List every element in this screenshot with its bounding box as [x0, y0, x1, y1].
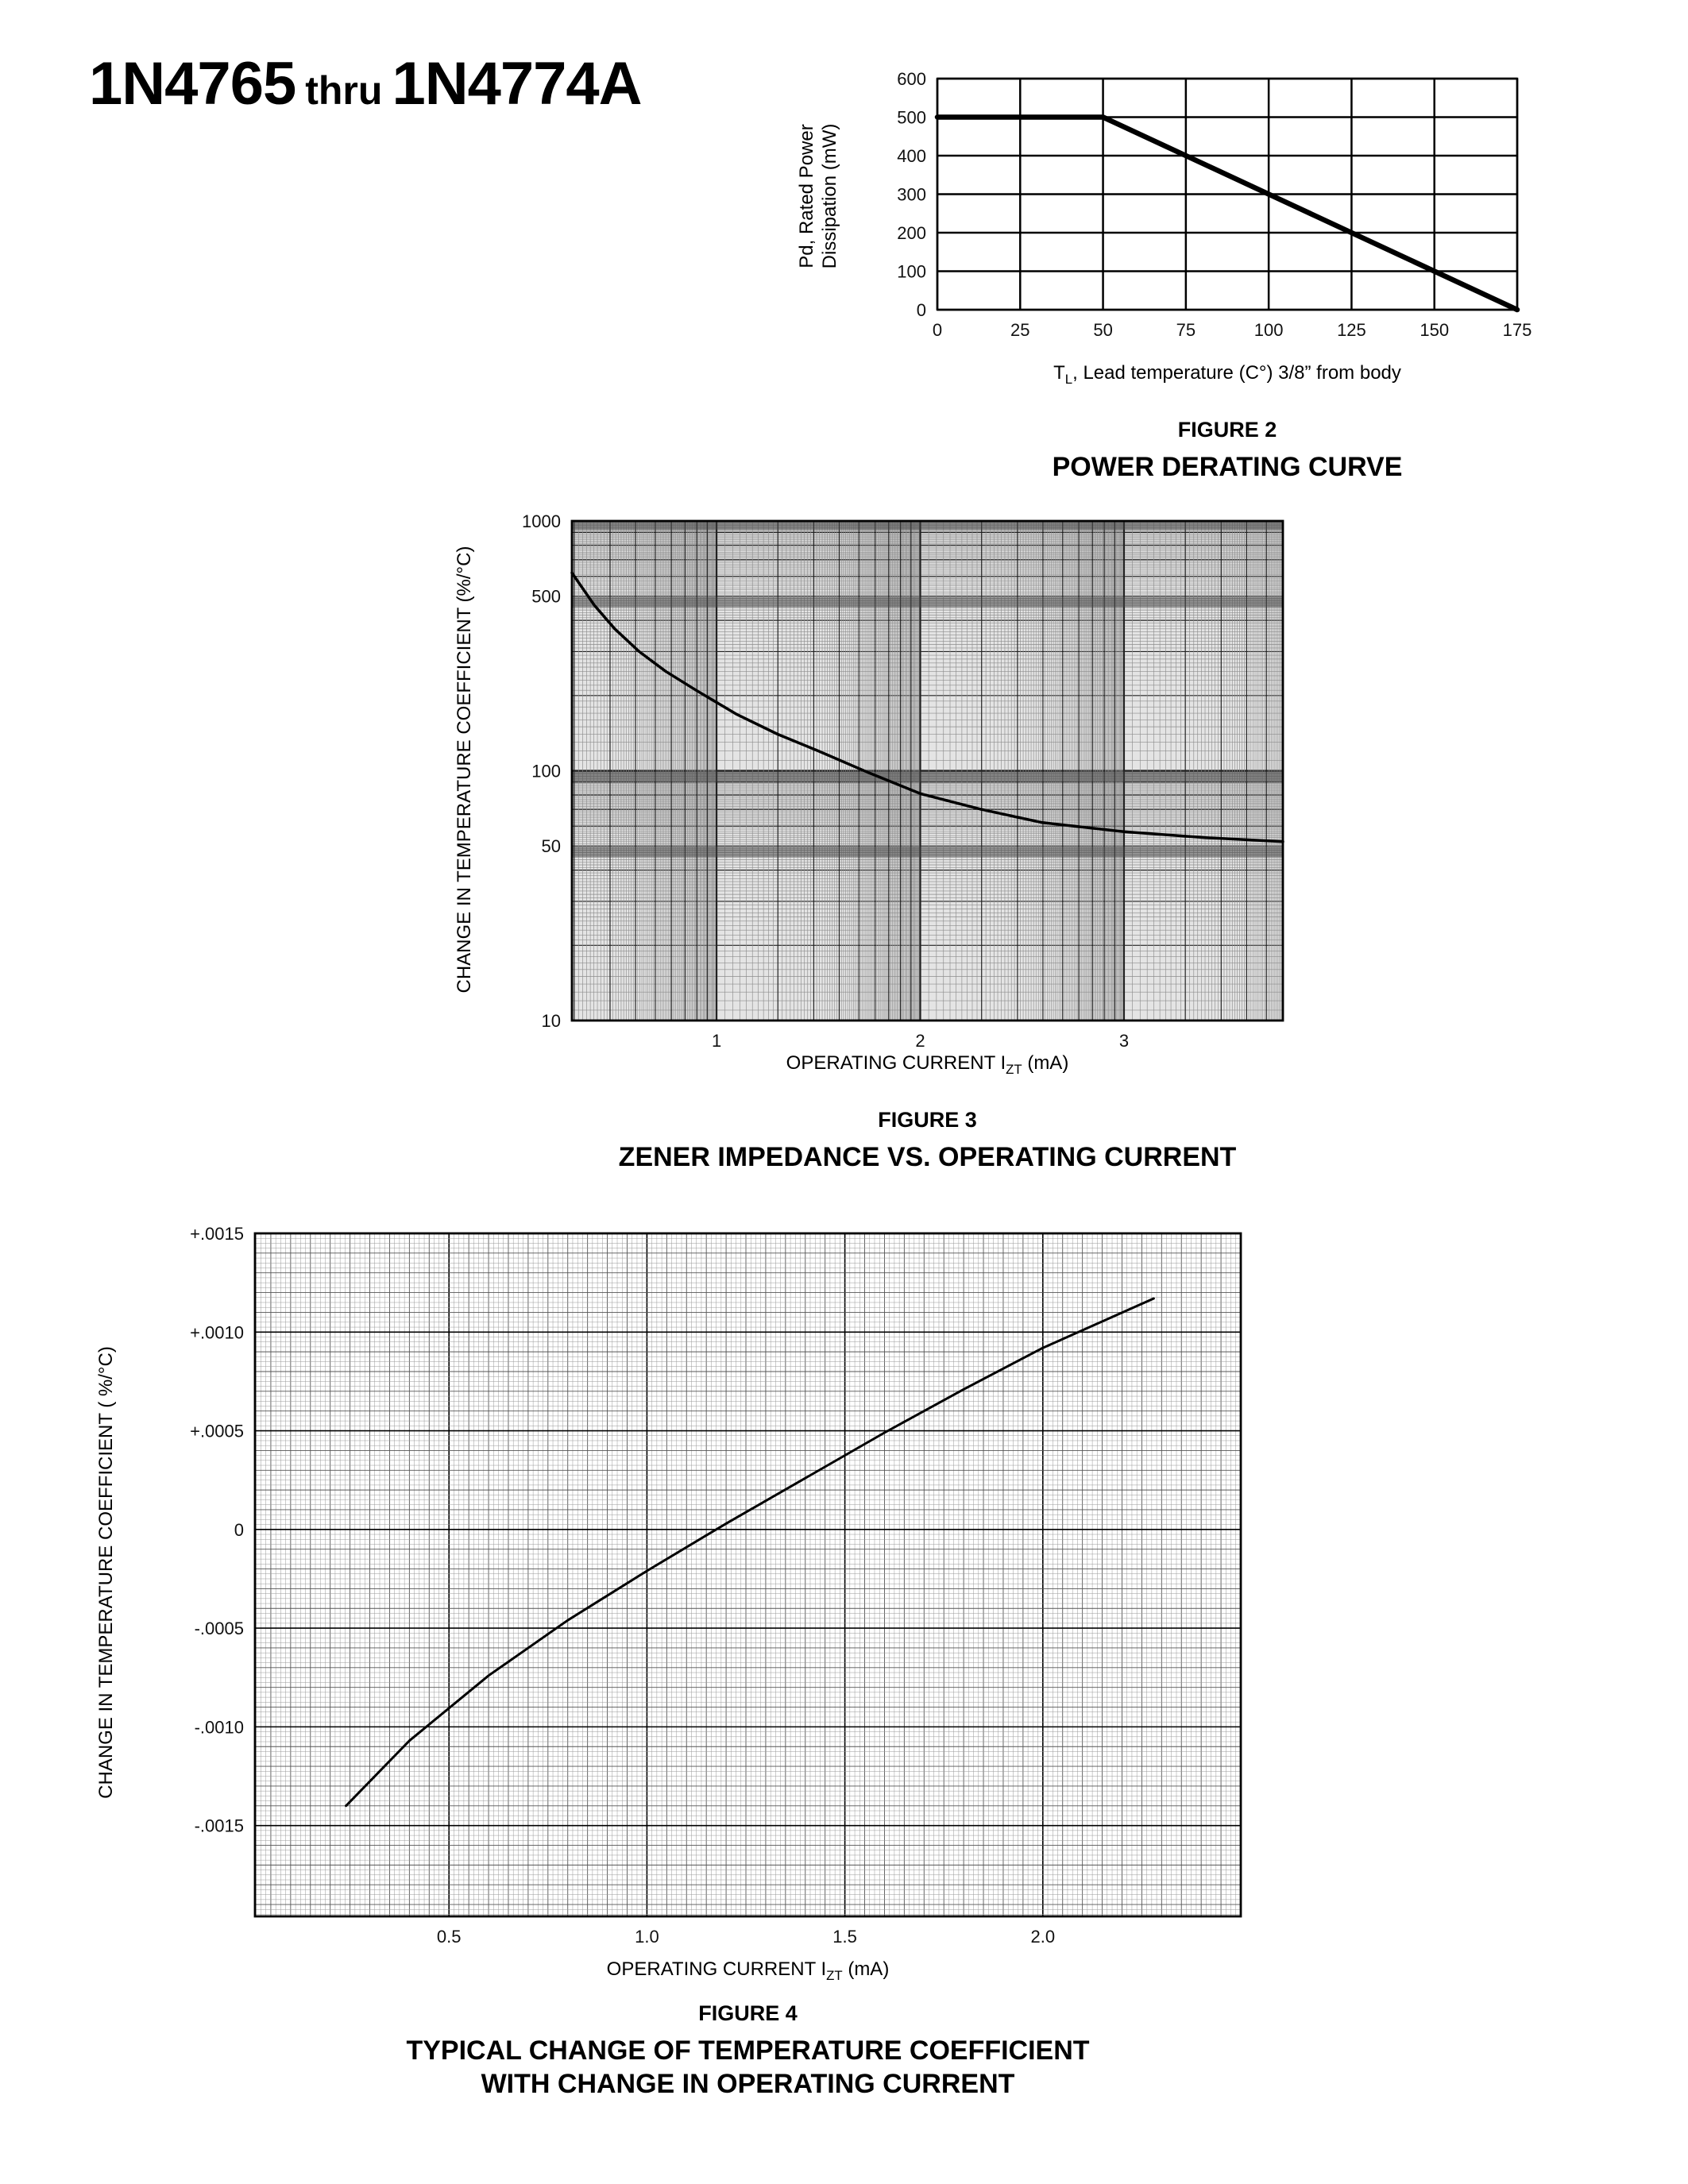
fig3-x-axis-label-prefix: OPERATING CURRENT I — [786, 1052, 1006, 1074]
svg-text:500: 500 — [897, 108, 926, 128]
fig4-x-axis-label: OPERATING CURRENT IZT (mA) — [255, 1958, 1241, 1984]
svg-text:2: 2 — [915, 1031, 925, 1051]
part-number-range-end: 1N4774A — [392, 50, 642, 118]
temp-coefficient-chart: 0.5 1.0 1.5 2.0 +.0015 +.0010 +.0005 0 -.0005 -.0… — [190, 1224, 1242, 1947]
zener-impedance-chart: 1 2 3 1000 500 100 50 10 — [522, 511, 1284, 1051]
fig2-x-axis-label-subscript: L — [1064, 371, 1073, 387]
svg-text:1.5: 1.5 — [832, 1927, 857, 1947]
fig2-title: POWER DERATING CURVE — [1052, 452, 1403, 482]
svg-text:3: 3 — [1119, 1031, 1129, 1051]
svg-text:0: 0 — [917, 300, 926, 320]
svg-text:200: 200 — [897, 223, 926, 243]
fig4-x-axis-label-prefix: OPERATING CURRENT I — [606, 1958, 827, 1980]
fig3-x-axis-label-subscript: ZT — [1006, 1061, 1022, 1077]
fig3-figure-label: FIGURE 3 — [878, 1108, 977, 1132]
svg-text:0: 0 — [234, 1520, 244, 1540]
fig4-x-axis-label-rest: (mA) — [842, 1958, 890, 1980]
fig4-x-axis-label-subscript: ZT — [826, 1967, 843, 1983]
svg-text:-.0005: -.0005 — [195, 1619, 244, 1638]
svg-text:600: 600 — [897, 69, 926, 89]
svg-text:-.0010: -.0010 — [195, 1717, 244, 1737]
svg-text:300: 300 — [897, 185, 926, 205]
svg-text:0.5: 0.5 — [437, 1927, 462, 1947]
page-title: 1N4765 thru 1N4774A — [89, 49, 643, 118]
fig4-title-line1: TYPICAL CHANGE OF TEMPERATURE COEFFICIEN… — [406, 2035, 1090, 2066]
svg-text:100: 100 — [1254, 320, 1284, 340]
svg-text:-.0015: -.0015 — [195, 1816, 244, 1836]
svg-text:100: 100 — [531, 762, 561, 781]
fig2-figure-label: FIGURE 2 — [1177, 418, 1277, 442]
svg-text:100: 100 — [897, 262, 926, 282]
fig2-caption: FIGURE 2 POWER DERATING CURVE — [937, 418, 1517, 484]
fig4-figure-label: FIGURE 4 — [698, 2001, 798, 2025]
fig2-y-axis-label-line1: Pd, Rated Power — [796, 124, 817, 268]
fig4-caption: FIGURE 4 TYPICAL CHANGE OF TEMPERATURE C… — [255, 2001, 1241, 2101]
fig3-x-axis-label: OPERATING CURRENT IZT (mA) — [572, 1052, 1283, 1078]
svg-text:1.0: 1.0 — [635, 1927, 659, 1947]
fig2-x-axis-label: TL, Lead temperature (C°) 3/8” from body — [858, 362, 1597, 388]
svg-text:+.0010: +.0010 — [190, 1322, 244, 1342]
svg-text:1000: 1000 — [522, 511, 561, 531]
fig2-y-axis-label: Pd, Rated Power Dissipation (mW) — [795, 53, 841, 339]
svg-text:50: 50 — [1093, 320, 1112, 340]
svg-text:2.0: 2.0 — [1031, 1927, 1056, 1947]
svg-text:500: 500 — [531, 587, 561, 607]
svg-text:75: 75 — [1176, 320, 1196, 340]
fig2-x-axis-label-rest: , Lead temperature (C°) 3/8” from body — [1072, 362, 1401, 384]
svg-text:50: 50 — [542, 836, 561, 856]
svg-text:25: 25 — [1010, 320, 1029, 340]
fig3-x-axis-label-rest: (mA) — [1022, 1052, 1069, 1074]
fig2-x-axis-label-prefix: T — [1053, 362, 1065, 384]
svg-text:+.0015: +.0015 — [190, 1224, 244, 1244]
part-number-range-start: 1N4765 — [89, 50, 296, 118]
fig4-y-axis-label: CHANGE IN TEMPERATURE COEFFICIENT ( %/°C… — [95, 1346, 117, 1799]
svg-text:125: 125 — [1337, 320, 1366, 340]
svg-text:10: 10 — [542, 1011, 561, 1031]
fig3-caption: FIGURE 3 ZENER IMPEDANCE VS. OPERATING C… — [572, 1108, 1283, 1174]
svg-text:175: 175 — [1503, 320, 1532, 340]
fig4-title-line2: WITH CHANGE IN OPERATING CURRENT — [481, 2069, 1015, 2099]
title-thru: thru — [305, 68, 383, 113]
svg-text:150: 150 — [1420, 320, 1449, 340]
svg-text:0: 0 — [933, 320, 942, 340]
svg-text:1: 1 — [712, 1031, 721, 1051]
fig2-y-axis-label-line2: Dissipation (mW) — [819, 123, 840, 269]
svg-text:+.0005: +.0005 — [190, 1422, 244, 1441]
svg-text:400: 400 — [897, 146, 926, 166]
power-derating-chart: 0 25 50 75 100 125 150 175 0 100 200 300 400 500 600 — [897, 69, 1532, 340]
fig3-title: ZENER IMPEDANCE VS. OPERATING CURRENT — [618, 1142, 1237, 1172]
fig3-y-axis-label: CHANGE IN TEMPERATURE COEFFICIENT (%/°C) — [454, 546, 475, 994]
